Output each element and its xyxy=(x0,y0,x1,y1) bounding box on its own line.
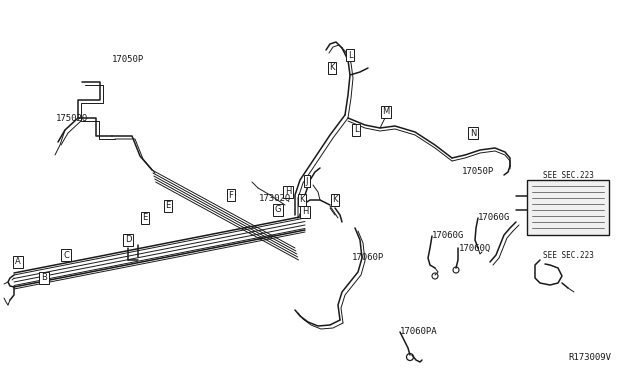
Text: H: H xyxy=(302,208,308,217)
Text: SEE SEC.223: SEE SEC.223 xyxy=(543,170,594,180)
Text: K: K xyxy=(300,196,305,205)
Text: L: L xyxy=(348,51,352,60)
Text: 17302Q: 17302Q xyxy=(259,193,291,202)
Text: 17050P: 17050P xyxy=(112,55,144,64)
Text: N: N xyxy=(470,128,476,138)
Text: 17060P: 17060P xyxy=(352,253,384,263)
Text: 17502Q: 17502Q xyxy=(56,113,88,122)
Text: D: D xyxy=(125,235,131,244)
Bar xyxy=(527,180,609,235)
Text: C: C xyxy=(63,250,69,260)
Text: K: K xyxy=(329,64,335,73)
Text: 17060G: 17060G xyxy=(478,214,510,222)
Text: E: E xyxy=(165,202,171,211)
Text: R173009V: R173009V xyxy=(568,353,611,362)
Text: G: G xyxy=(275,205,281,215)
Text: L: L xyxy=(354,125,358,135)
Text: H: H xyxy=(285,187,291,196)
Text: 17060PA: 17060PA xyxy=(400,327,438,337)
Text: 17050P: 17050P xyxy=(462,167,494,176)
Text: J: J xyxy=(306,176,308,186)
Text: SEE SEC.223: SEE SEC.223 xyxy=(543,250,594,260)
Text: F: F xyxy=(228,190,234,199)
Text: M: M xyxy=(382,108,390,116)
Text: 17060G: 17060G xyxy=(432,231,464,241)
Text: E: E xyxy=(142,214,148,222)
Text: 17060Q: 17060Q xyxy=(459,244,492,253)
Text: A: A xyxy=(15,257,21,266)
Text: B: B xyxy=(41,273,47,282)
Text: K: K xyxy=(332,196,338,205)
